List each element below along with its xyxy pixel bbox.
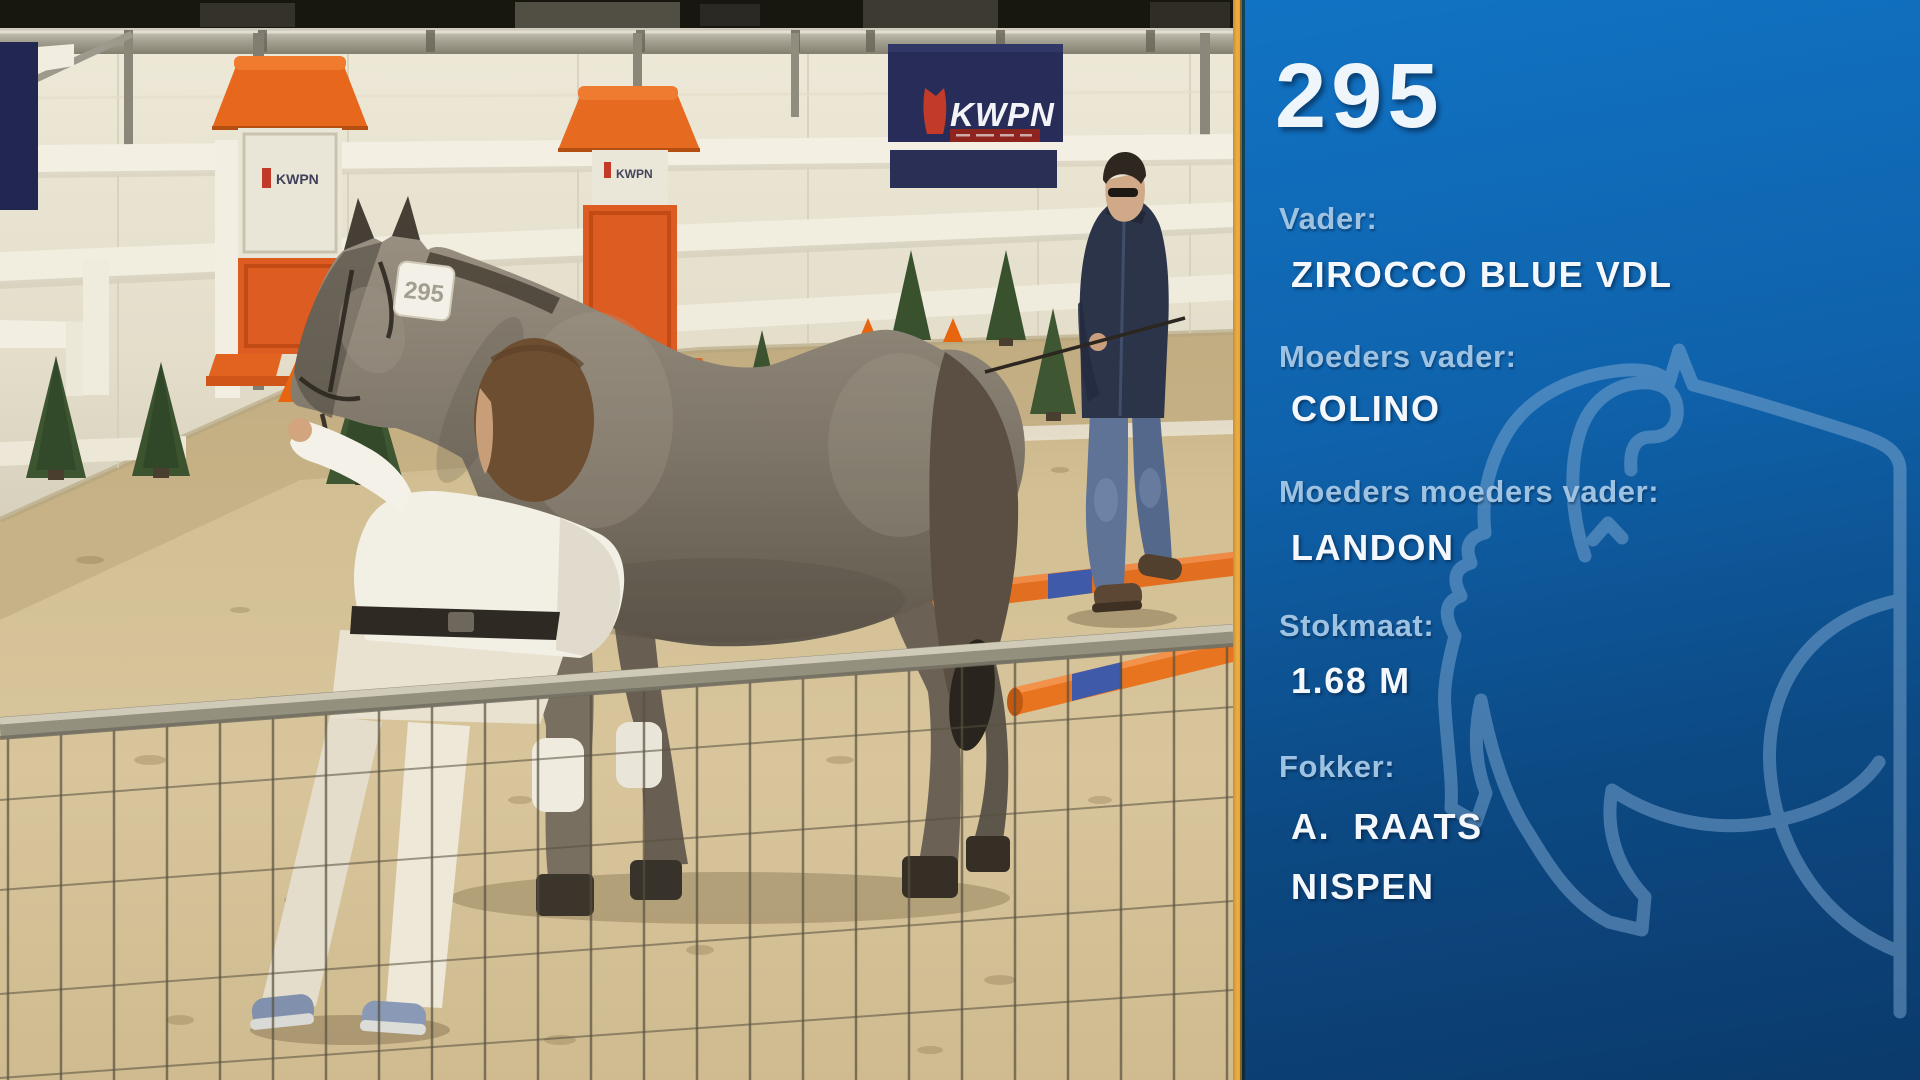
kwpn-logo-icon (923, 88, 947, 134)
handler-shoe (250, 994, 315, 1030)
field-value-moeders-vader: COLINO (1291, 388, 1441, 429)
leg-wrap (616, 722, 662, 788)
fence-post (83, 260, 109, 395)
jump-standard-logo: KWPN (276, 171, 319, 187)
handler-head (474, 338, 594, 502)
scaffold-pole (791, 33, 799, 117)
arena-video-frame: KWPN KWPN (0, 0, 1233, 1080)
tent-roof-strip (0, 0, 1233, 30)
foreground-mesh-fence (0, 624, 1233, 1080)
conifer-tree (1030, 308, 1076, 421)
kwpn-banner: KWPN (888, 44, 1063, 142)
field-value-fokker-name: A. RAATS (1291, 806, 1483, 847)
field-label-stokmaat: Stokmaat: (1279, 608, 1435, 643)
panel-accent-divider (1233, 0, 1242, 1080)
field-label-moeders-moeders-vader: Moeders moeders vader: (1279, 474, 1660, 509)
field-value-moeders-moeders-vader: LANDON (1291, 527, 1455, 568)
handler-shoe (359, 1000, 427, 1035)
scaffold-pole (124, 33, 133, 151)
conifer-tree (132, 362, 190, 478)
svg-text:295: 295 (402, 277, 445, 309)
horse-number-tag: 295 (392, 260, 456, 322)
steward-shoe (1092, 583, 1143, 613)
horse-mane (424, 252, 560, 314)
handler-hand (288, 418, 312, 442)
steward (984, 152, 1186, 628)
field-label-fokker: Fokker: (1279, 749, 1396, 784)
conifer-tree (986, 250, 1026, 346)
left-navy-banner (0, 42, 38, 210)
fence-rail-left (0, 320, 84, 348)
field-value-vader: ZIROCCO BLUE VDL (1291, 254, 1673, 295)
fence-post (66, 322, 84, 396)
catalog-number: 295 (1275, 45, 1444, 147)
whip (984, 316, 1186, 374)
field-label-moeders-vader: Moeders vader: (1279, 339, 1517, 374)
conifer-tree (26, 356, 86, 480)
secondary-navy-banner (890, 150, 1057, 188)
traffic-cone (943, 318, 963, 342)
leg-wrap (532, 738, 584, 812)
steward-shoe (1138, 553, 1182, 581)
jump-standard-logo: KWPN (616, 167, 653, 181)
kwpn-banner-text: KWPN (950, 96, 1055, 133)
field-value-stokmaat: 1.68 M (1291, 660, 1411, 701)
steward-shadow (1067, 608, 1177, 628)
field-label-vader: Vader: (1279, 201, 1378, 236)
mesh-top-rail (0, 624, 1233, 739)
horse-info-panel: 295 Vader: ZIROCCO BLUE VDL Moeders vade… (1242, 0, 1920, 1080)
scaffold-pole (1200, 33, 1210, 161)
steward-hair (1103, 152, 1146, 184)
arena-scene: KWPN KWPN (0, 0, 1233, 1080)
steward-jacket (1079, 198, 1169, 418)
field-value-fokker-place: NISPEN (1291, 866, 1435, 907)
fence-rail-lower (560, 274, 1233, 338)
sunglasses (1108, 188, 1138, 197)
